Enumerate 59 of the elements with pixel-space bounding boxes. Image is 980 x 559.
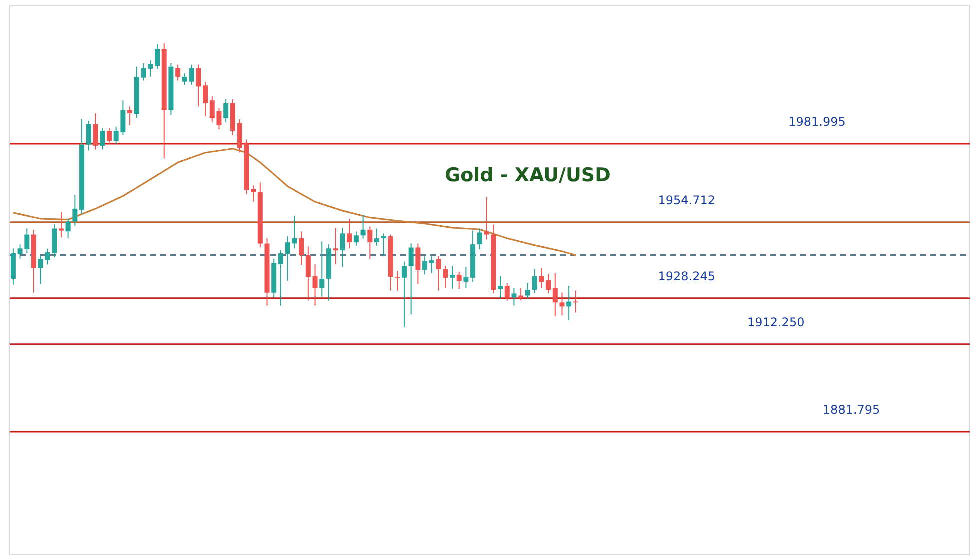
candlestick — [464, 266, 469, 288]
candlestick — [429, 256, 434, 274]
ref-line-label: 1881.795 — [822, 402, 880, 417]
candlestick — [203, 82, 208, 117]
candlestick — [552, 272, 558, 317]
candlestick — [484, 196, 490, 240]
candlestick — [374, 228, 380, 247]
candlestick — [532, 268, 538, 294]
ref-line-label: 1928.245 — [658, 269, 716, 284]
candlestick — [340, 227, 346, 268]
candlestick — [128, 106, 133, 126]
candlestick — [443, 266, 448, 288]
candlestick — [436, 256, 442, 292]
candlestick — [176, 64, 181, 82]
candlestick — [395, 270, 400, 292]
candlestick — [354, 231, 359, 247]
candlestick — [477, 228, 482, 250]
candlestick — [539, 268, 544, 288]
candlestick — [416, 243, 421, 284]
candlestick — [450, 266, 455, 290]
candlestick — [498, 276, 503, 300]
candlestick — [196, 64, 202, 108]
candlestick — [456, 271, 462, 290]
candlestick — [360, 214, 366, 240]
candlestick — [546, 274, 552, 294]
candlestick — [525, 282, 530, 300]
candlestick — [66, 218, 71, 240]
candlestick — [512, 287, 517, 306]
candlestick — [402, 261, 407, 328]
candlestick — [189, 64, 194, 86]
candlestick — [381, 233, 386, 257]
candlestick — [251, 185, 256, 203]
candlestick — [299, 231, 304, 266]
ref-line-label: 1954.712 — [658, 193, 716, 208]
candlestick — [518, 287, 524, 302]
ref-line-label: 1981.995 — [788, 114, 846, 129]
candlestick — [58, 212, 64, 238]
candlestick — [560, 292, 565, 316]
candlestick — [408, 243, 414, 316]
candlestick — [93, 113, 98, 150]
candlestick — [182, 73, 188, 86]
candlestick — [333, 227, 338, 265]
candlestick — [320, 241, 325, 298]
candlestick — [278, 250, 284, 306]
ref-line-label: 1912.250 — [747, 315, 805, 330]
candlestick — [106, 128, 112, 144]
candlestick — [422, 256, 428, 276]
candlestick — [100, 128, 106, 150]
text: Gold - XAU/USD — [444, 164, 611, 187]
candlestick — [347, 218, 352, 250]
candlestick — [154, 44, 160, 70]
candlestick — [504, 282, 510, 302]
candlestick — [566, 285, 572, 321]
candlestick — [368, 226, 373, 260]
candlestick — [306, 246, 311, 302]
candlestick — [86, 120, 92, 152]
candlestick — [72, 194, 78, 226]
candlestick — [312, 264, 318, 306]
candlestick — [224, 98, 229, 123]
